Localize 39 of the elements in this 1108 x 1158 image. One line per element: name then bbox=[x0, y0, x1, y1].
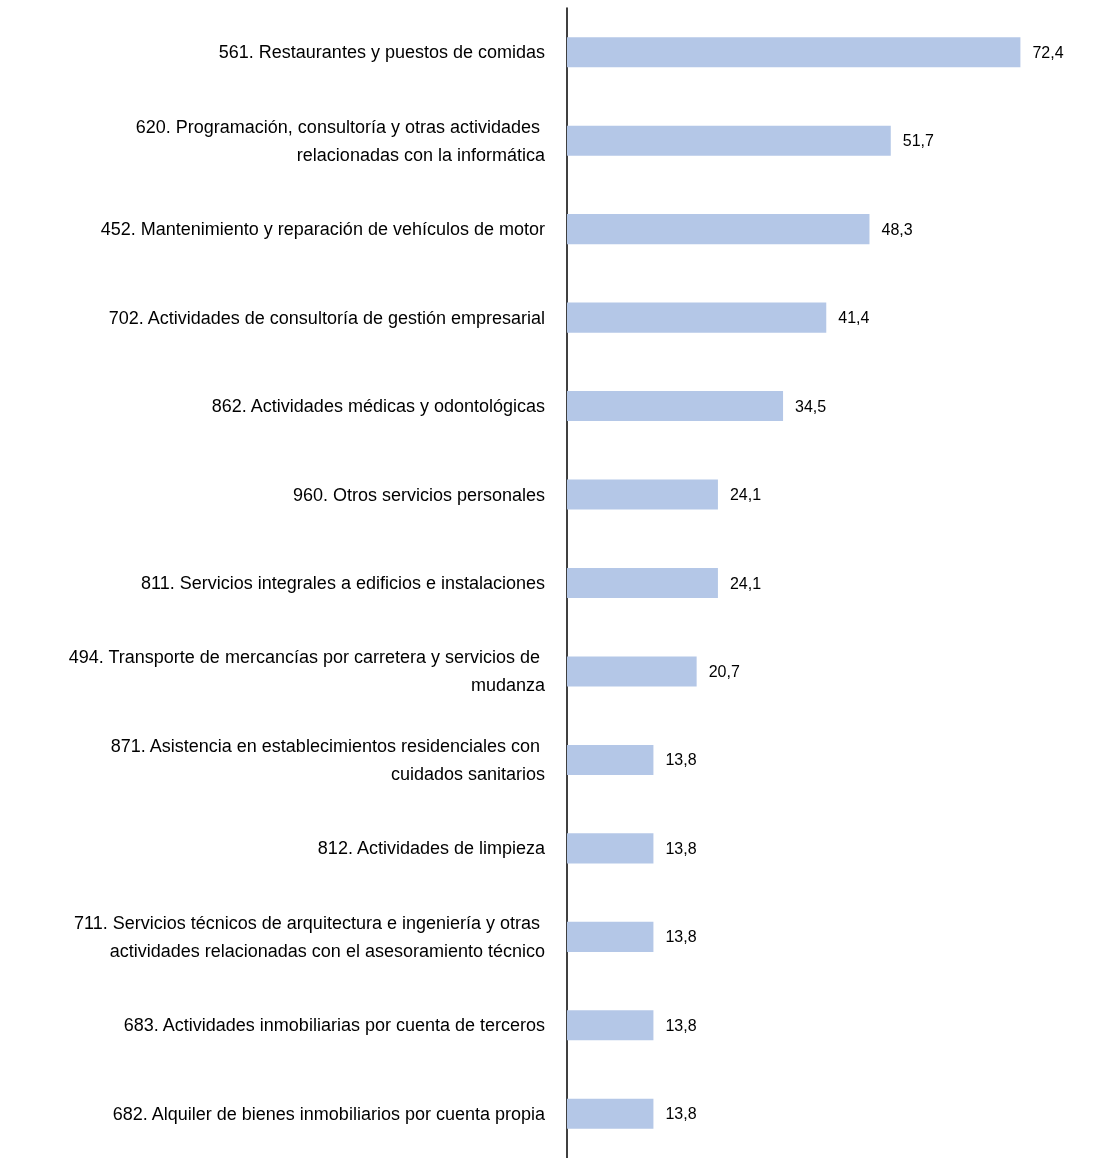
bar bbox=[567, 1010, 654, 1041]
bar bbox=[567, 479, 718, 510]
y-tick-label: 702. Actividades de consultoría de gestión empresarial bbox=[108, 307, 545, 328]
bar bbox=[567, 567, 718, 599]
data-label: 13,8 bbox=[665, 928, 697, 946]
data-label: 24,1 bbox=[729, 574, 762, 592]
bar bbox=[567, 656, 697, 687]
y-tick-label: 620. Programación, consultoría y otras actividades relacionadas con la informática bbox=[135, 116, 546, 165]
data-label: 34,5 bbox=[795, 397, 827, 415]
data-label: 48,3 bbox=[881, 220, 913, 238]
y-tick-label: 494. Transporte de mercancías por carretera y servicios de mudanza bbox=[68, 647, 546, 696]
data-label: 13,8 bbox=[665, 1105, 697, 1123]
data-label: 72,4 bbox=[1032, 43, 1064, 61]
y-tick-label: 452. Mantenimiento y reparación de vehículos de motor bbox=[100, 219, 545, 240]
data-label: 24,1 bbox=[729, 486, 762, 504]
y-tick-label: 682. Alquiler de bienes inmobiliarios por cuenta propia bbox=[112, 1103, 546, 1124]
bar bbox=[567, 1098, 654, 1129]
data-label: 20,7 bbox=[708, 662, 740, 680]
y-tick-label: 960. Otros servicios personales bbox=[292, 484, 545, 505]
bar bbox=[567, 744, 654, 775]
y-tick-label: 812. Actividades de limpieza bbox=[317, 838, 546, 859]
y-tick-label: 862. Actividades médicas y odontológicas bbox=[211, 396, 545, 417]
bar bbox=[567, 214, 870, 245]
bar bbox=[567, 37, 1021, 68]
y-tick-label: 561. Restaurantes y puestos de comidas bbox=[218, 42, 545, 63]
y-tick-label: 871. Asistencia en establecimientos residenciales con cuidados sanitarios bbox=[110, 735, 545, 784]
data-label: 51,7 bbox=[902, 132, 935, 150]
data-label: 41,4 bbox=[838, 309, 870, 327]
bar bbox=[567, 302, 827, 333]
data-label: 13,8 bbox=[665, 1016, 697, 1034]
data-label: 13,8 bbox=[665, 751, 697, 769]
y-tick-label: 711. Servicios técnicos de arquitectura e ingeniería y otras actividades relacionadas con el asesoramiento técnico bbox=[74, 912, 545, 961]
bar bbox=[567, 391, 784, 422]
data-label: 13,8 bbox=[665, 839, 697, 857]
bar bbox=[567, 833, 654, 864]
bar bbox=[567, 921, 654, 952]
y-tick-label: 683. Actividades inmobiliarias por cuenta de terceros bbox=[123, 1015, 545, 1036]
bar bbox=[567, 125, 891, 156]
y-tick-label: 811. Servicios integrales a edificios e instalaciones bbox=[141, 573, 545, 593]
